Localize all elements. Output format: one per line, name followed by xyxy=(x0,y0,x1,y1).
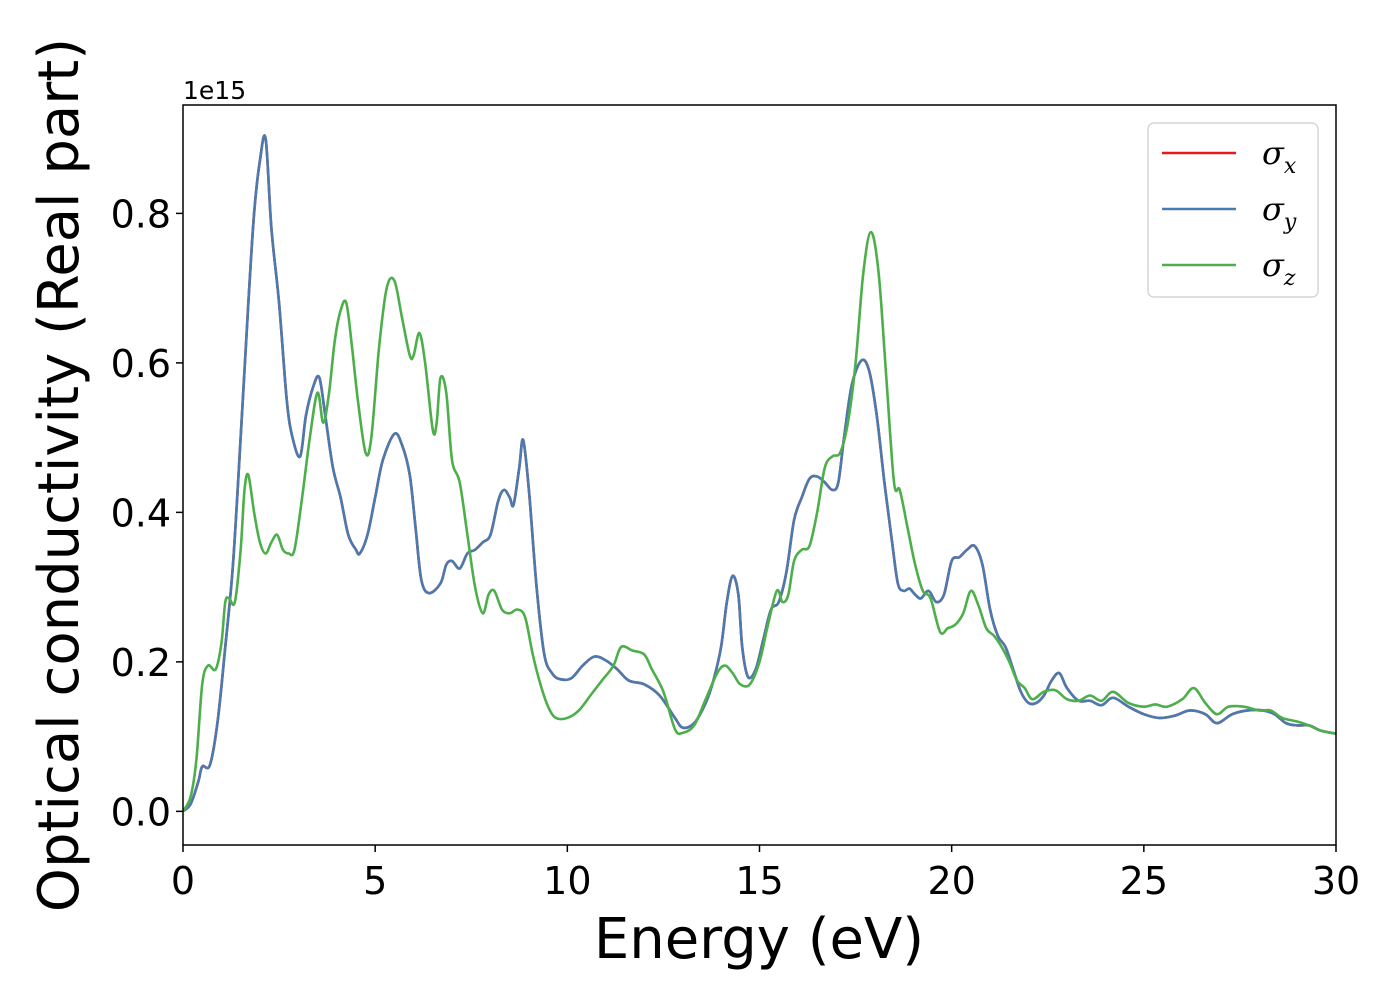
y-tick-label: 0.6 xyxy=(111,342,171,386)
y-axis-ticks: 0.0 0.2 0.4 0.6 0.8 xyxy=(111,192,183,834)
plot-area xyxy=(183,105,1336,845)
x-tick-label: 0 xyxy=(171,859,195,903)
series-line-z xyxy=(183,230,1336,813)
legend-label-z: σz xyxy=(1262,246,1296,291)
x-tick-label: 5 xyxy=(363,859,387,903)
y-tick-label: 0.2 xyxy=(111,641,171,685)
legend-subscript: z xyxy=(1283,266,1296,291)
x-axis-ticks: 0 5 10 15 20 25 30 xyxy=(171,845,1360,903)
y-tick-label: 0.4 xyxy=(111,491,171,535)
x-tick-label: 25 xyxy=(1120,859,1168,903)
y-tick-label: 0.0 xyxy=(111,790,171,834)
x-tick-label: 10 xyxy=(543,859,591,903)
legend-subscript: x xyxy=(1284,154,1297,179)
legend-symbol: σ xyxy=(1262,246,1285,284)
x-axis-title: Energy (eV) xyxy=(594,907,924,972)
legend-label-y: σy xyxy=(1262,190,1297,235)
legend-subscript: y xyxy=(1283,210,1297,235)
legend-symbol: σ xyxy=(1262,190,1285,228)
series-layer xyxy=(183,134,1336,813)
x-tick-label: 15 xyxy=(735,859,783,903)
legend-label-x: σx xyxy=(1262,134,1297,179)
x-tick-label: 30 xyxy=(1312,859,1360,903)
y-axis-title: Optical conductivity (Real part) xyxy=(27,38,92,912)
y-tick-label: 0.8 xyxy=(111,192,171,236)
legend-symbol: σ xyxy=(1262,134,1285,172)
x-tick-label: 20 xyxy=(927,859,975,903)
y-offset-label: 1e15 xyxy=(183,76,246,105)
